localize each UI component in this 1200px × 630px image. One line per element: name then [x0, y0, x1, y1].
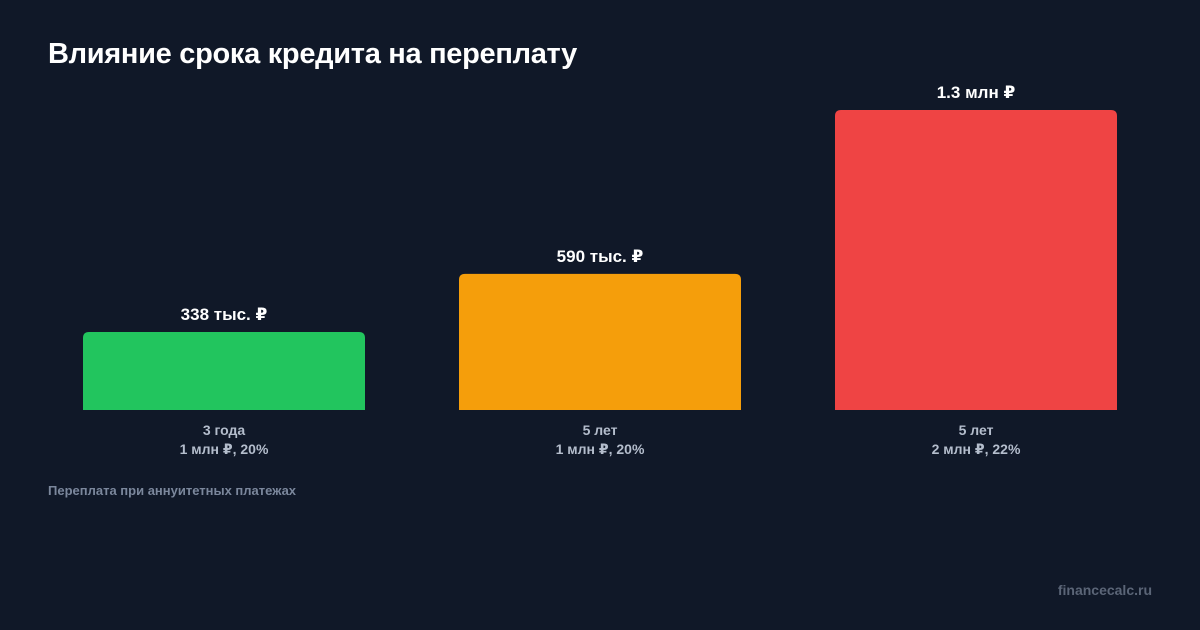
- bar-2: [459, 273, 741, 410]
- category-label-3-line-1: 5 лет: [959, 422, 994, 438]
- bar-1: [83, 332, 365, 410]
- chart-footnote: Переплата при аннуитетных платежах: [48, 483, 297, 498]
- category-label-1-line-1: 3 года: [203, 422, 246, 438]
- category-label-3-line-2: 2 млн ₽, 22%: [932, 441, 1021, 457]
- chart-title: Влияние срока кредита на переплату: [48, 38, 577, 70]
- brand-watermark: financecalc.ru: [1057, 582, 1152, 598]
- category-label-1-line-2: 1 млн ₽, 20%: [180, 441, 269, 457]
- category-label-2-line-2: 1 млн ₽, 20%: [556, 441, 645, 457]
- bar-value-label-2: 590 тыс. ₽: [557, 247, 644, 266]
- bar-value-label-3: 1.3 млн ₽: [937, 83, 1016, 102]
- category-label-2-line-1: 5 лет: [583, 422, 618, 438]
- bar-3: [835, 110, 1117, 410]
- bar-value-label-1: 338 тыс. ₽: [181, 305, 268, 324]
